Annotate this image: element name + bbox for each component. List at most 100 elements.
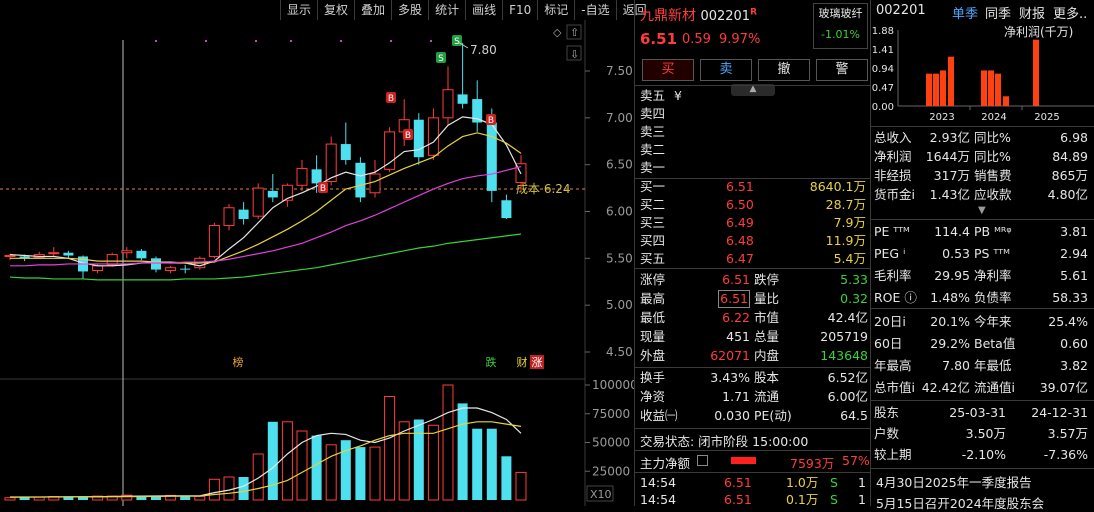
volume-bar bbox=[311, 435, 322, 500]
candle bbox=[151, 256, 161, 273]
tab-more[interactable]: 更多.. bbox=[1053, 7, 1088, 22]
sell-row[interactable]: 卖一 bbox=[640, 159, 868, 177]
buy-row[interactable]: 买三 6.49 7.9万 bbox=[640, 214, 868, 232]
tab-same-quarter[interactable]: 同季 bbox=[985, 7, 1012, 22]
toolbar-button-5[interactable]: 画线 bbox=[465, 0, 502, 20]
fund-label: 毛利率 bbox=[874, 268, 912, 283]
toolbar-button-7[interactable]: 标记 bbox=[537, 0, 574, 20]
marker-cai: 财 bbox=[515, 355, 529, 369]
candle bbox=[413, 113, 424, 165]
year-label: 2025 bbox=[1034, 112, 1059, 123]
sell-row[interactable]: 卖五 ¥ bbox=[640, 87, 868, 105]
buy-label: 买四 bbox=[640, 233, 666, 248]
volume-bar bbox=[413, 419, 424, 500]
toolbar-button-2[interactable]: 叠加 bbox=[354, 0, 391, 20]
fund-value: 20.1% bbox=[930, 314, 970, 329]
sector-box[interactable]: 玻璃玻纤 -1.01% bbox=[813, 3, 868, 49]
chart-mark bbox=[136, 250, 147, 259]
volume-bar bbox=[238, 477, 249, 500]
stat-label: 市值 bbox=[754, 310, 780, 325]
toolbar-button-6[interactable]: F10 bbox=[502, 0, 537, 20]
sell-button[interactable]: 卖 bbox=[700, 59, 752, 81]
buy-volume: 5.4万 bbox=[833, 251, 866, 266]
toolbar-button-3[interactable]: 多股 bbox=[391, 0, 428, 20]
collapse-chevron-icon[interactable]: ▲ bbox=[731, 84, 775, 96]
candle bbox=[281, 183, 293, 207]
news-item-1[interactable]: 5月15日召开2024年度股东会 bbox=[876, 496, 1045, 511]
fund-row: ROE ⓘ 1.48% 负债率 58.33 bbox=[874, 288, 1094, 307]
volume-tick: 75000 bbox=[592, 407, 630, 421]
cost-label: 成本 6.24 bbox=[516, 182, 571, 196]
toolbar-button-1[interactable]: 复权 bbox=[317, 0, 354, 20]
alert-button[interactable]: 警 bbox=[816, 59, 868, 81]
toolbar-button-8[interactable]: -自选 bbox=[574, 0, 615, 20]
fund-label: Beta值 bbox=[974, 336, 1016, 351]
stat-value: 6.00亿 bbox=[827, 389, 868, 404]
tick-count: 1 bbox=[858, 475, 866, 490]
profit-bar bbox=[1003, 96, 1009, 106]
cancel-button[interactable]: 撤 bbox=[758, 59, 810, 81]
stat-value: 3.43% bbox=[710, 370, 750, 385]
stat-label: 换手 bbox=[640, 370, 666, 385]
fund-value: 1644万 bbox=[925, 149, 970, 164]
price-tick: 6.00 bbox=[606, 205, 633, 219]
chart-mark bbox=[223, 207, 235, 227]
chart-mark bbox=[121, 250, 133, 254]
chart-mark bbox=[501, 200, 512, 219]
tab-reports[interactable]: 财报 bbox=[1019, 7, 1046, 22]
buy-button[interactable]: 买 bbox=[642, 59, 694, 81]
chart-mark bbox=[369, 173, 381, 194]
toolbar-button-0[interactable]: 显示 bbox=[280, 0, 317, 20]
stat-value: 6.22 bbox=[722, 310, 750, 325]
stat-value: 0.32 bbox=[840, 291, 868, 306]
sell-price: ¥ bbox=[674, 88, 682, 103]
buy-row[interactable]: 买一 6.51 8640.1万 bbox=[640, 178, 868, 196]
kline-chart[interactable]: 7.50 7.00 6.50 6.00 5.50 5.00 4.50 100000 75000 5… bbox=[0, 0, 634, 506]
fund-label: 今年来 bbox=[974, 314, 1012, 329]
stock-code: 002201 bbox=[700, 9, 751, 24]
buy-price: 6.51 bbox=[726, 179, 754, 194]
stat-label: 净资 bbox=[640, 389, 666, 404]
sell-label: 卖三 bbox=[640, 124, 666, 139]
holder-label: 较上期 bbox=[874, 447, 912, 462]
volume-bar bbox=[486, 428, 497, 500]
profit-bar bbox=[988, 70, 994, 106]
chart-mark bbox=[442, 89, 454, 119]
candle bbox=[63, 250, 74, 259]
vol-ma10-line bbox=[10, 421, 522, 498]
candle bbox=[121, 247, 133, 259]
chart-mark bbox=[296, 167, 308, 186]
sell-row[interactable]: 卖二 bbox=[640, 141, 868, 159]
sell-row[interactable]: 卖四 bbox=[640, 105, 868, 123]
volume-tick: 100000 bbox=[592, 378, 634, 392]
expand-chevron-icon[interactable]: ▼ bbox=[978, 205, 986, 216]
news-item-0[interactable]: 4月30日2025年一季度报告 bbox=[876, 475, 1032, 490]
buy-row[interactable]: 买五 6.47 5.4万 bbox=[640, 250, 868, 268]
tick-row: 14:54 6.51 0.1万 S 1 bbox=[640, 491, 868, 509]
chart-mark bbox=[180, 268, 191, 270]
buy-price: 6.47 bbox=[726, 251, 754, 266]
stat-label: 总量 bbox=[754, 329, 780, 344]
volume-bar bbox=[427, 424, 439, 501]
high-price-label: 7.80 bbox=[470, 43, 497, 57]
fund-label: 同比% bbox=[974, 149, 1011, 164]
chart-mark bbox=[586, 485, 614, 502]
sell-row[interactable]: 卖三 bbox=[640, 123, 868, 141]
fund-row: PE ᵀᵀᴹ 114.4 PB ᴹᴿᵠ 3.81 bbox=[874, 222, 1094, 241]
toolbar-button-4[interactable]: 统计 bbox=[428, 0, 465, 20]
buy-row[interactable]: 买四 6.48 11.9万 bbox=[640, 232, 868, 250]
buy-row[interactable]: 买二 6.50 28.7万 bbox=[640, 196, 868, 214]
main-net-icon[interactable] bbox=[697, 455, 708, 466]
profit-tick: 0.00 bbox=[872, 102, 894, 113]
chart-mark bbox=[267, 190, 278, 198]
fund-value: 4.80亿 bbox=[1047, 187, 1088, 202]
tab-single-quarter[interactable]: 单季 bbox=[952, 7, 979, 22]
event-dot bbox=[155, 40, 157, 42]
volume-bar bbox=[384, 396, 396, 501]
stat-value: 451 bbox=[726, 329, 750, 344]
candle bbox=[106, 252, 118, 267]
fund-value: 25.4% bbox=[1048, 314, 1088, 329]
chart-mark bbox=[340, 144, 351, 160]
chart-mark bbox=[403, 129, 413, 140]
